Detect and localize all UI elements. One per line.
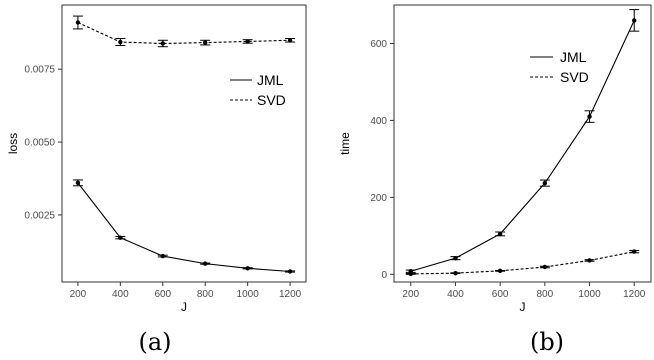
x-tick-label: 400 (447, 289, 464, 300)
legend-label-jml: JML (560, 49, 587, 65)
data-point (632, 249, 637, 254)
data-point (497, 231, 503, 237)
y-tick-label: 0.0025 (24, 210, 55, 221)
x-axis-label: J (520, 300, 526, 314)
y-tick-label: 200 (370, 193, 387, 204)
x-tick-label: 1000 (578, 289, 601, 300)
data-point (408, 271, 413, 277)
y-tick-label: 0.0050 (24, 138, 55, 149)
series-line-svd (77, 21, 291, 45)
x-axis-label: J (181, 300, 187, 314)
y-axis-label: loss (6, 133, 20, 154)
y-tick-label: 400 (370, 116, 387, 127)
data-point (587, 258, 592, 263)
data-point (453, 255, 458, 261)
x-tick-label: 400 (112, 289, 129, 300)
x-tick-label: 200 (402, 289, 419, 300)
data-point (287, 38, 293, 43)
x-tick-label: 800 (537, 289, 554, 300)
data-point (587, 114, 592, 119)
data-point (203, 40, 208, 45)
panel-caption: (b) (530, 328, 564, 356)
series-line-jml (77, 182, 291, 273)
x-tick-label: 800 (197, 289, 214, 300)
legend-label-jml: JML (257, 72, 284, 88)
y-tick-label: 0.0075 (24, 65, 55, 76)
data-point (632, 18, 637, 23)
plot-border (61, 4, 307, 283)
data-point (75, 20, 81, 25)
x-tick-label: 1000 (237, 289, 260, 300)
plot-border (393, 4, 652, 283)
x-tick-label: 1200 (279, 289, 302, 300)
panel-caption: (a) (138, 328, 171, 356)
data-point (203, 261, 208, 266)
data-point (542, 180, 548, 186)
y-tick-label: 600 (370, 39, 387, 50)
data-point (245, 266, 250, 271)
data-point (287, 269, 293, 274)
panel-a-loss-chart: 200 400 600 800 1000 1200 0.0025 0.0050 0.0075 Jl… (6, 4, 307, 356)
x-tick-label: 200 (70, 289, 87, 300)
data-point (497, 268, 503, 274)
data-point (118, 235, 123, 240)
data-point (245, 39, 250, 44)
series-line-svd (410, 251, 635, 275)
data-point (118, 39, 123, 45)
data-point (542, 264, 548, 270)
data-point (160, 253, 165, 259)
x-tick-label: 600 (154, 289, 171, 300)
legend-label-svd: SVD (560, 69, 589, 85)
data-point (453, 270, 458, 276)
x-tick-label: 600 (492, 289, 509, 300)
y-axis-label: time (338, 132, 352, 155)
data-point (160, 41, 165, 46)
y-tick-label: 0 (381, 270, 387, 281)
x-tick-label: 1200 (623, 289, 646, 300)
data-point (75, 180, 81, 186)
legend-label-svd: SVD (257, 92, 286, 108)
series-line-jml (410, 20, 635, 272)
